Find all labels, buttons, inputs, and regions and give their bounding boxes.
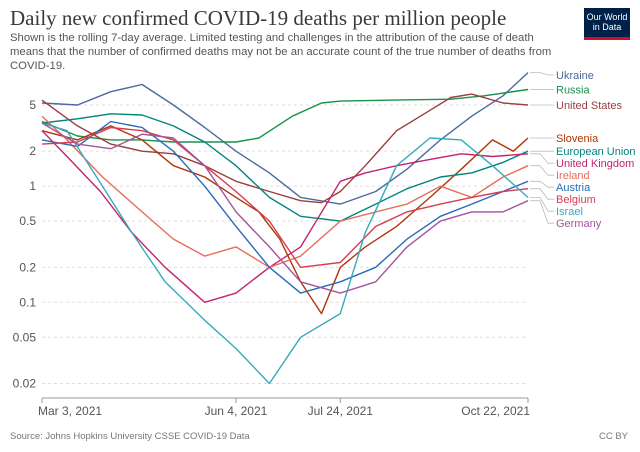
legend-label-belgium[interactable]: Belgium	[556, 194, 596, 206]
chart-subtitle: Shown is the rolling 7-day average. Limi…	[10, 32, 552, 72]
series-lines	[41, 72, 529, 385]
series-line-slovenia[interactable]	[41, 125, 529, 315]
owid-logo[interactable]: Our World in Data	[584, 8, 630, 40]
series-line-ukraine[interactable]	[41, 72, 529, 205]
grid-lines	[42, 104, 528, 384]
series-line-european-union[interactable]	[41, 113, 529, 222]
legend-connector	[530, 165, 554, 176]
legend-connector	[530, 180, 554, 188]
legend-connector	[530, 153, 554, 164]
chart-title: Daily new confirmed COVID-19 deaths per …	[10, 6, 507, 30]
series-line-germany[interactable]	[41, 122, 529, 294]
legend-connector	[530, 188, 554, 200]
x-axis: Mar 3, 2021 Jun 4, 2021 Jul 24, 2021 Oct 22…	[38, 397, 530, 418]
y-tick-label: 0.5	[19, 214, 36, 228]
legend: Ukraine Russia United States SloveniaEurope…	[530, 70, 636, 230]
y-tick-label: 0.2	[19, 260, 36, 274]
x-tick-label: Mar 3, 2021	[38, 404, 102, 418]
series-line-united-states[interactable]	[41, 93, 529, 204]
legend-connector	[530, 200, 554, 224]
source-note[interactable]: Source: Johns Hopkins University CSSE CO…	[10, 431, 250, 442]
logo-line-1: Our World	[586, 12, 628, 22]
y-axis: 0.02 0.05 0.1 0.2 0.5 1 2 5	[13, 98, 37, 391]
y-tick-label: 0.02	[13, 376, 37, 390]
logo-line-2: in Data	[592, 22, 622, 32]
y-tick-label: 0.1	[19, 295, 36, 309]
x-tick-label: Oct 22, 2021	[461, 404, 530, 418]
series-line-israel[interactable]	[41, 122, 529, 385]
x-tick-label: Jul 24, 2021	[308, 404, 374, 418]
y-tick-label: 5	[29, 98, 36, 112]
legend-label-germany[interactable]: Germany	[556, 218, 602, 230]
legend-label-ireland[interactable]: Ireland	[556, 170, 590, 182]
series-line-austria[interactable]	[41, 120, 529, 294]
x-tick-label: Jun 4, 2021	[205, 404, 268, 418]
series-line-russia[interactable]	[41, 88, 529, 143]
legend-label-austria[interactable]: Austria	[556, 182, 591, 194]
y-tick-label: 1	[29, 179, 36, 193]
legend-connector	[530, 197, 554, 212]
y-tick-label: 2	[29, 144, 36, 158]
y-tick-label: 0.05	[13, 330, 37, 344]
series-line-belgium[interactable]	[41, 126, 529, 268]
legend-connector	[530, 72, 554, 76]
series-line-united-kingdom[interactable]	[41, 130, 529, 303]
legend-label-united-states[interactable]: United States	[556, 100, 623, 112]
legend-label-ukraine[interactable]: Ukraine	[556, 70, 594, 82]
license-note[interactable]: CC BY	[598, 431, 628, 442]
legend-label-israel[interactable]: Israel	[556, 206, 583, 218]
legend-label-russia[interactable]: Russia	[556, 84, 591, 96]
legend-label-united-kingdom[interactable]: United Kingdom	[556, 158, 634, 170]
series-line-ireland[interactable]	[41, 115, 529, 268]
legend-label-slovenia[interactable]: Slovenia	[556, 133, 599, 145]
legend-label-european-union[interactable]: European Union	[556, 146, 636, 158]
